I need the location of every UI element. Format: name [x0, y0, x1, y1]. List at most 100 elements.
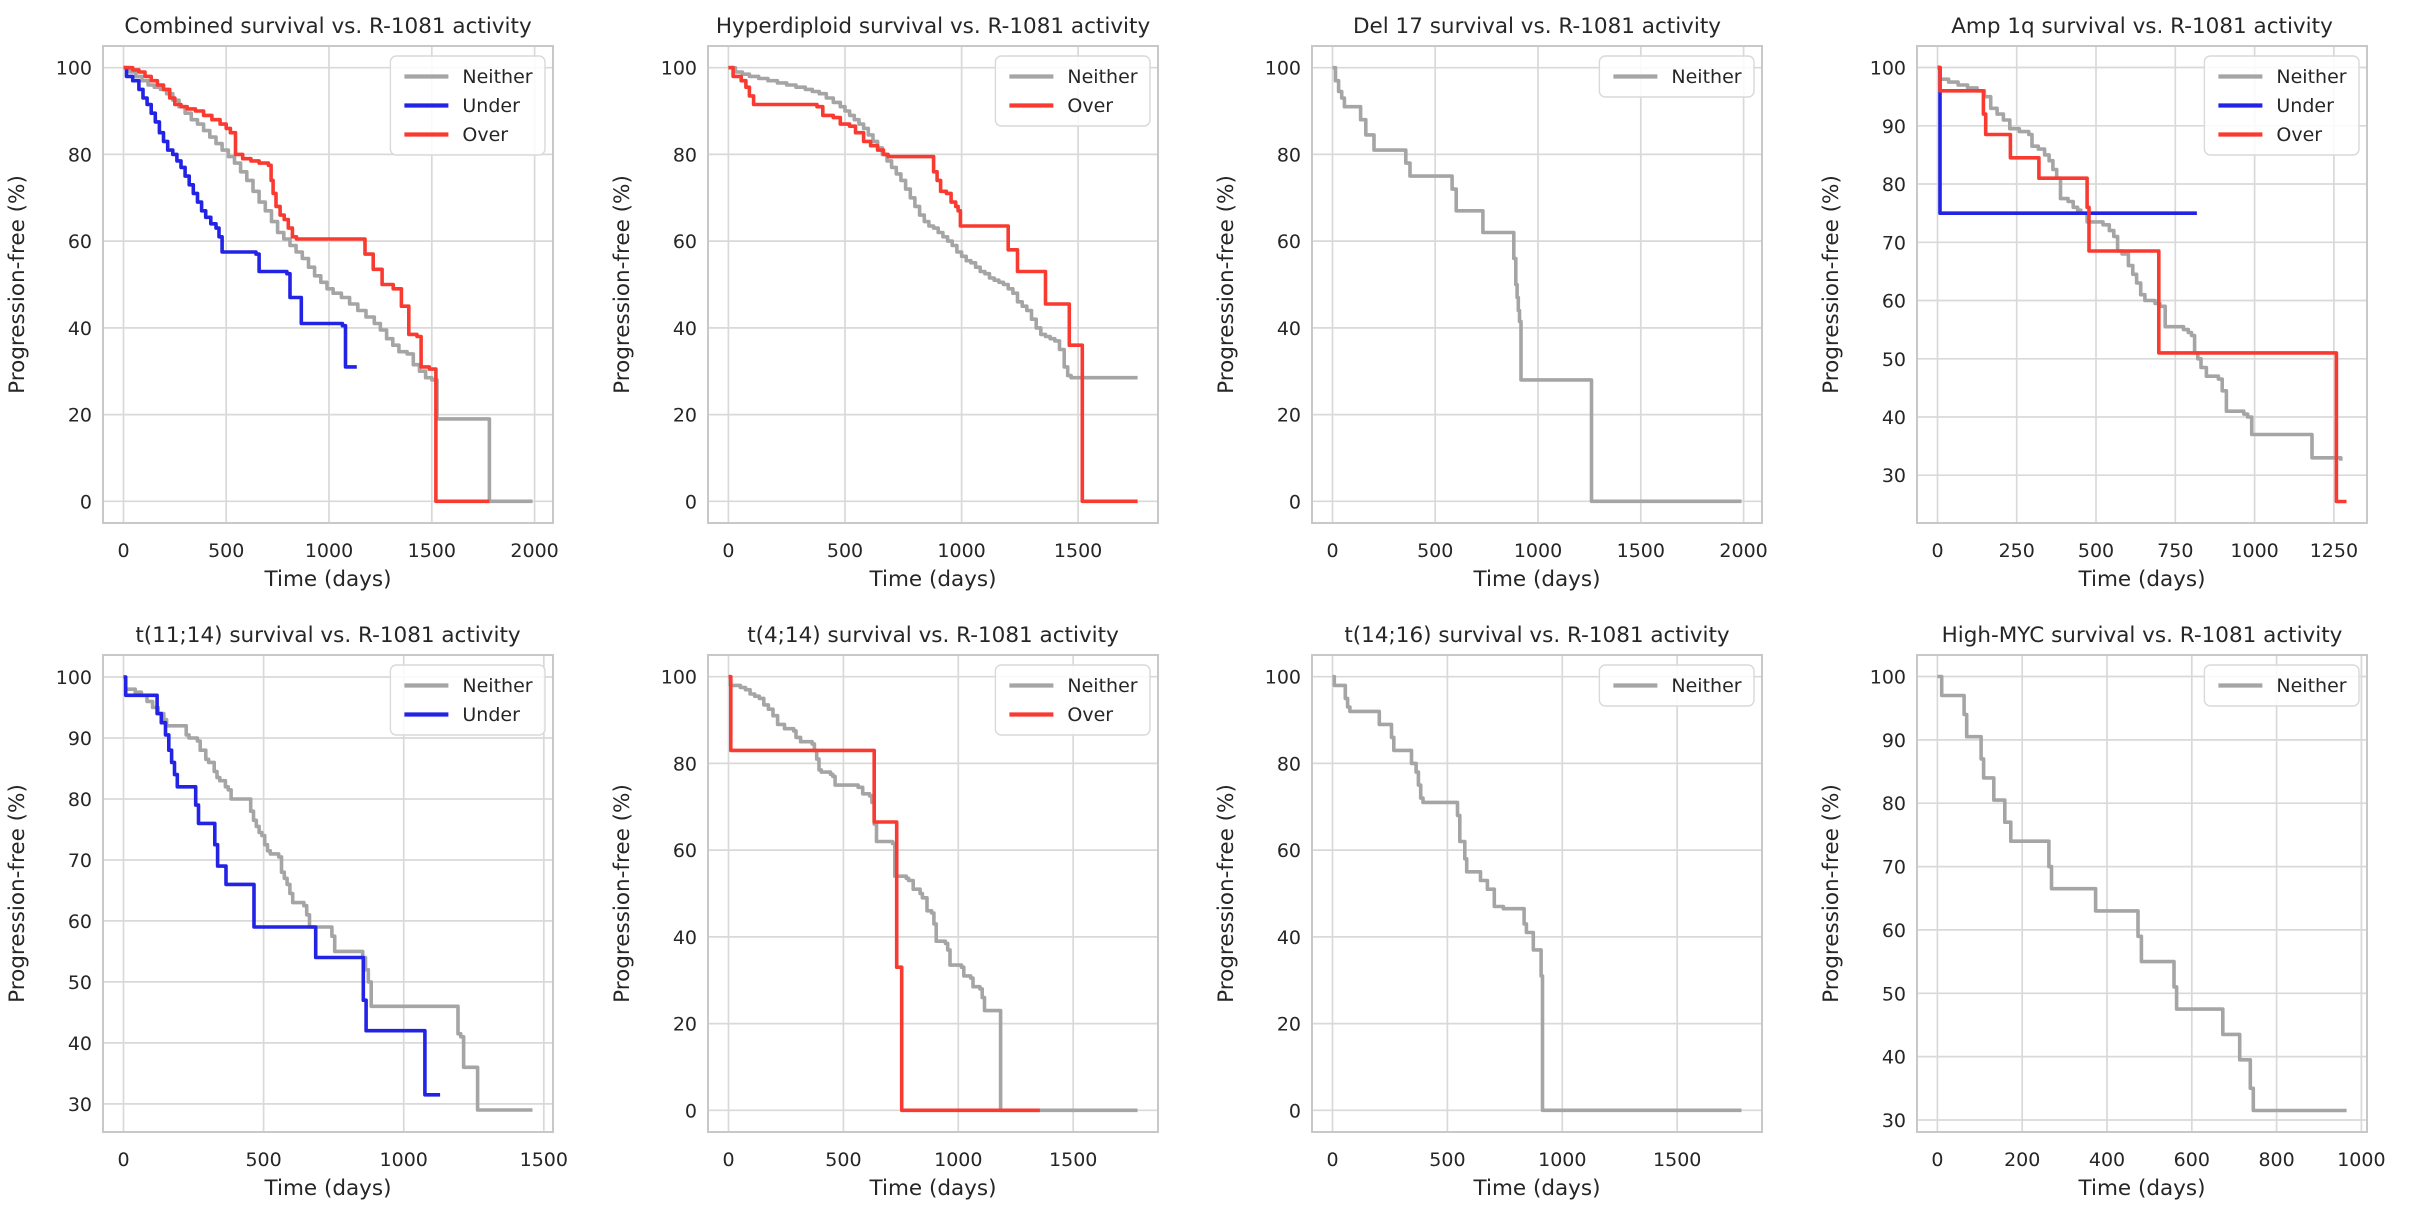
- subplot-t14-16: 0 500 1000 1500 0 20 40 60 80 100 t(14;16) surviva…: [1209, 609, 1814, 1218]
- legend-label-neither: Neither: [462, 66, 532, 88]
- plot-title: t(11;14) survival vs. R-1081 activity: [135, 623, 521, 648]
- x-axis-label: Time (days): [1473, 1176, 1601, 1201]
- x-tick-label: 1500: [1653, 1149, 1701, 1171]
- y-tick-label: 20: [68, 405, 92, 427]
- survival-curve-over: [1937, 65, 2346, 504]
- y-tick-label: 50: [68, 972, 92, 994]
- legend: Neither Over: [994, 55, 1151, 127]
- tick-labels: 0 500 1000 1500 0 20 40 60 80 100: [1265, 667, 1702, 1171]
- legend-box: [1598, 664, 1755, 707]
- y-tick-label: 60: [1277, 840, 1301, 862]
- x-tick-label: 0: [722, 1149, 734, 1171]
- survival-curve-neither: [727, 65, 1138, 380]
- x-axis-label: Time (days): [264, 567, 392, 592]
- subplot-t11-14: 0 500 1000 1500 30 40 50 60 70 80 90 100 t(11;14) su…: [0, 609, 605, 1218]
- y-tick-label: 70: [1881, 857, 1905, 879]
- plot-title: Del 17 survival vs. R-1081 activity: [1353, 14, 1721, 39]
- legend-label-under: Under: [2276, 95, 2334, 117]
- y-tick-label: 20: [1277, 405, 1301, 427]
- legend: Neither: [2203, 664, 2360, 707]
- y-tick-label: 100: [1265, 58, 1301, 80]
- plot-title: Combined survival vs. R-1081 activity: [124, 14, 532, 39]
- x-tick-label: 1500: [1049, 1149, 1097, 1171]
- y-tick-label: 100: [56, 667, 92, 689]
- km-plot-svg: 0 200 400 600 800 1000 30 40 50 60 70 80 90 100 High-M…: [1819, 623, 2386, 1201]
- x-tick-label: 1500: [1053, 540, 1101, 562]
- x-tick-label: 600: [2173, 1149, 2209, 1171]
- subplot-high-myc: 0 200 400 600 800 1000 30 40 50 60 70 80 90 100 High-M…: [1814, 609, 2418, 1218]
- axes-border: [1915, 45, 2368, 524]
- y-tick-label: 40: [1881, 1047, 1905, 1069]
- km-plot-svg: 0 500 1000 1500 0 20 40 60 80 100 t(14;16) surviva…: [1214, 623, 1763, 1201]
- tick-labels: 0 500 1000 1500 2000 0 20 40 60 80 100: [1265, 58, 1768, 562]
- y-tick-label: 0: [1289, 491, 1301, 513]
- y-tick-label: 100: [1869, 58, 1905, 80]
- tick-labels: 0 200 400 600 800 1000 30 40 50 60 70 80 90 100: [1869, 667, 2385, 1172]
- survival-curve-neither: [728, 674, 1137, 1113]
- legend-box: [389, 55, 546, 156]
- x-tick-label: 0: [722, 540, 734, 562]
- survival-curve-neither: [123, 675, 533, 1112]
- legend-label-neither: Neither: [2276, 66, 2346, 88]
- x-tick-label: 0: [1931, 1149, 1943, 1171]
- x-tick-label: 500: [825, 1149, 861, 1171]
- x-tick-label: 1500: [520, 1149, 568, 1171]
- x-tick-label: 0: [1931, 540, 1943, 562]
- legend-label-over: Over: [1067, 704, 1113, 726]
- y-tick-label: 0: [1289, 1100, 1301, 1122]
- legend: Neither Under Over: [389, 55, 546, 156]
- axes-border: [1311, 45, 1763, 524]
- legend-label-over: Over: [2276, 124, 2322, 146]
- legend-label-over: Over: [462, 124, 508, 146]
- y-tick-label: 80: [672, 753, 696, 775]
- plot-title: High-MYC survival vs. R-1081 activity: [1941, 623, 2342, 648]
- tick-labels: 0 500 1000 1500 2000 0 20 40 60 80 100: [56, 58, 559, 562]
- legend-box: [389, 664, 546, 736]
- legend-label-neither: Neither: [1067, 675, 1137, 697]
- legend-box: [2203, 55, 2360, 156]
- x-tick-label: 500: [1429, 1149, 1465, 1171]
- y-tick-label: 100: [1869, 667, 1905, 689]
- y-tick-label: 100: [660, 667, 696, 689]
- legend-label-neither: Neither: [1671, 675, 1741, 697]
- legend-label-neither: Neither: [462, 675, 532, 697]
- y-axis-label: Progression-free (%): [1214, 784, 1239, 1003]
- legend-label-neither: Neither: [1067, 66, 1137, 88]
- x-tick-label: 0: [117, 1149, 129, 1171]
- curves: [1332, 674, 1742, 1113]
- y-axis-label: Progression-free (%): [5, 175, 30, 394]
- x-tick-label: 800: [2258, 1149, 2294, 1171]
- legend: Neither Over: [994, 664, 1151, 736]
- y-tick-label: 60: [672, 840, 696, 862]
- y-tick-label: 60: [68, 231, 92, 253]
- grid: [1916, 46, 2367, 523]
- curves: [123, 65, 533, 504]
- y-tick-label: 50: [1881, 983, 1905, 1005]
- y-tick-label: 80: [1881, 174, 1905, 196]
- survival-curve-neither: [1332, 674, 1742, 1113]
- km-plot-svg: 0 500 1000 1500 2000 0 20 40 60 80 100 Del 17 survi…: [1214, 14, 1768, 592]
- y-axis-label: Progression-free (%): [5, 784, 30, 1003]
- y-tick-label: 80: [68, 144, 92, 166]
- y-tick-label: 70: [68, 850, 92, 872]
- x-tick-label: 1000: [1514, 540, 1562, 562]
- y-axis-label: Progression-free (%): [1214, 175, 1239, 394]
- tick-labels: 0 500 1000 1500 30 40 50 60 70 80 90 100: [56, 667, 568, 1171]
- y-tick-label: 70: [1881, 232, 1905, 254]
- y-tick-label: 30: [1881, 465, 1905, 487]
- x-tick-label: 2000: [1719, 540, 1767, 562]
- plot-title: t(4;14) survival vs. R-1081 activity: [747, 623, 1119, 648]
- x-tick-label: 1000: [2337, 1149, 2385, 1171]
- x-tick-label: 500: [2077, 540, 2113, 562]
- x-tick-label: 1000: [380, 1149, 428, 1171]
- x-tick-label: 0: [117, 540, 129, 562]
- y-tick-label: 40: [672, 927, 696, 949]
- tick-labels: 0 500 1000 1500 0 20 40 60 80 100: [660, 667, 1097, 1171]
- y-tick-label: 40: [68, 318, 92, 340]
- grid: [1916, 655, 2367, 1132]
- legend: Neither: [1598, 55, 1755, 98]
- grid: [1312, 46, 1762, 523]
- y-axis-label: Progression-free (%): [1819, 175, 1844, 394]
- legend-box: [994, 664, 1151, 736]
- grid: [1312, 655, 1762, 1132]
